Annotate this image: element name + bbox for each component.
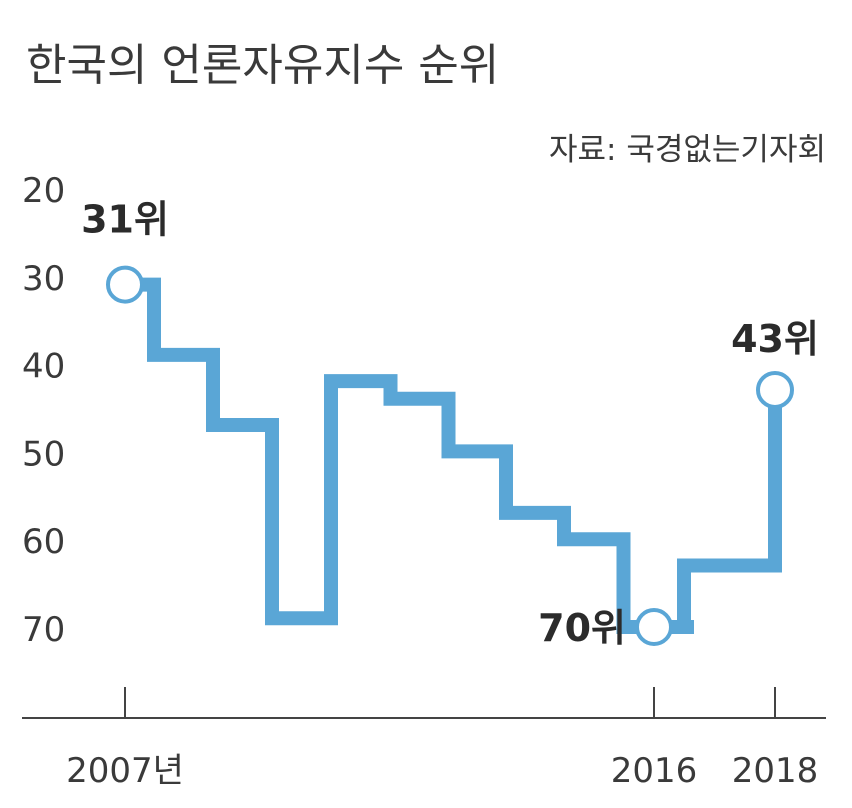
y-tick-label: 50 (22, 434, 65, 474)
y-tick-label: 40 (22, 347, 65, 387)
y-tick-label: 20 (22, 171, 65, 211)
chart-source: 자료: 국경없는기자회 (549, 132, 826, 168)
x-axis: 2007년 2016 2018 (66, 687, 818, 791)
y-tick-label: 60 (22, 522, 65, 562)
y-axis: 20 30 40 50 60 70 (22, 171, 65, 650)
x-tick-label: 2016 (611, 751, 698, 791)
y-tick-label: 70 (22, 610, 65, 650)
highlight-point (756, 370, 794, 409)
chart-title: 한국의 언론자유지수 순위 (26, 40, 499, 91)
annotation-label: 31위 (81, 198, 169, 242)
y-tick-label: 30 (22, 259, 65, 299)
annotation-label: 43위 (731, 317, 819, 361)
highlight-point (635, 608, 673, 646)
rank-series-line (125, 277, 782, 634)
annotation-label: 70위 (538, 606, 626, 650)
plot-area: 31위 70위 43위 (81, 198, 819, 650)
x-tick-label: 2018 (732, 751, 819, 791)
highlight-point (106, 265, 144, 304)
x-tick-label: 2007년 (66, 751, 184, 791)
